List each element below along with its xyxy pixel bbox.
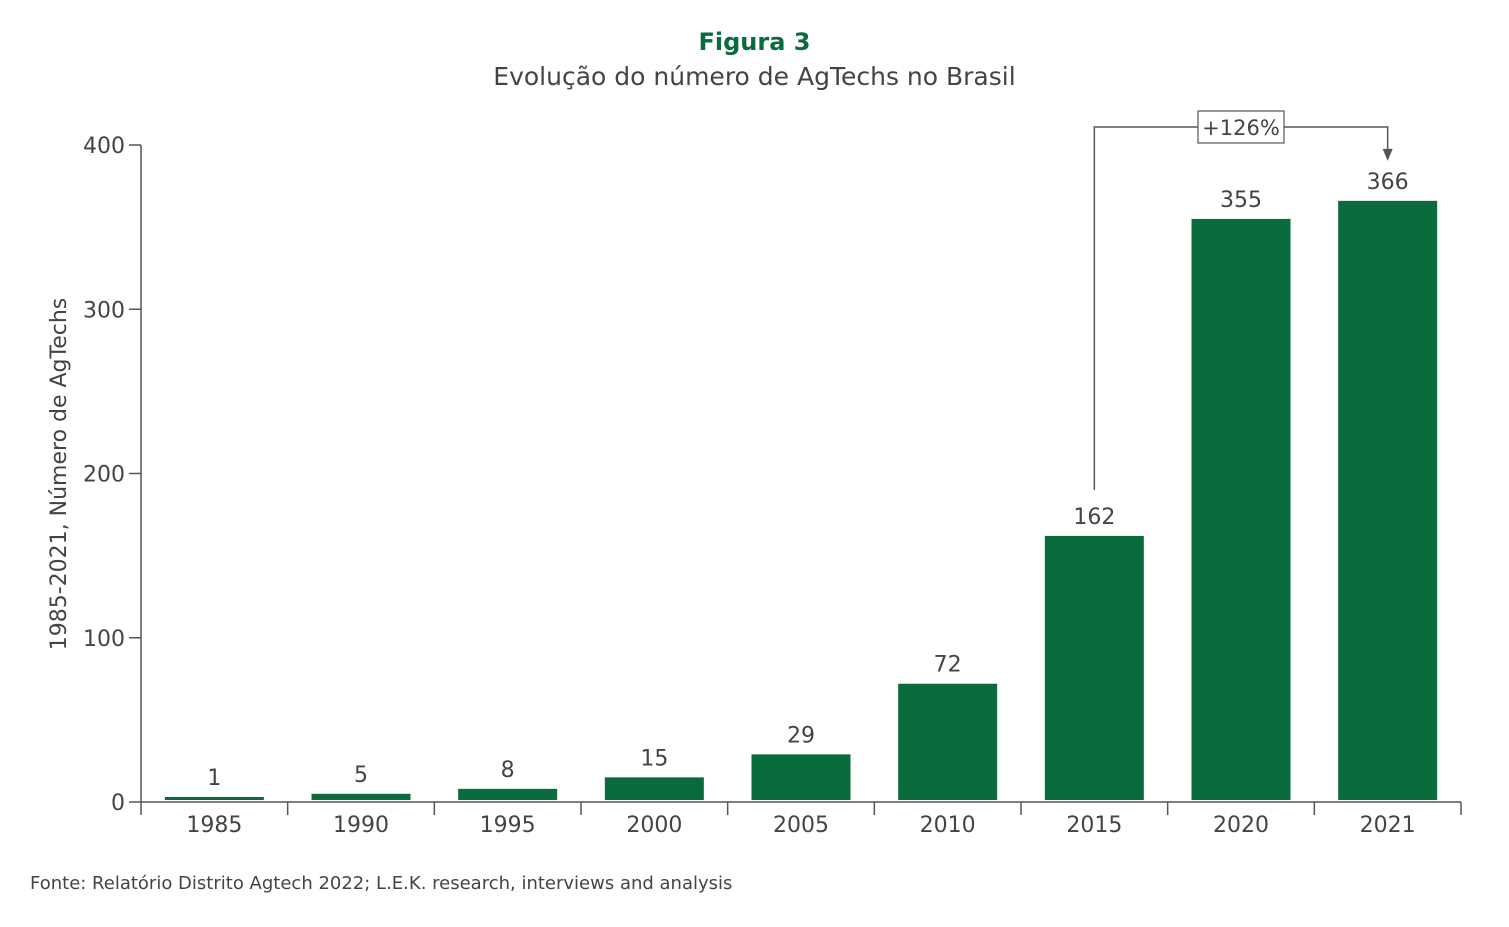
bar-2005 [751, 754, 851, 800]
x-tick-label: 1990 [333, 813, 389, 838]
y-tick-label: 100 [83, 627, 125, 652]
data-label-2000: 15 [640, 746, 668, 771]
x-tick-label: 2010 [920, 813, 976, 838]
y-tick-label: 400 [83, 134, 125, 159]
bar-2000 [604, 777, 704, 800]
data-label-1990: 5 [354, 763, 368, 788]
data-label-2015: 162 [1073, 505, 1115, 530]
y-tick-label: 0 [111, 791, 125, 816]
data-label-2021: 366 [1367, 170, 1409, 195]
growth-annotation: +126% [1093, 110, 1393, 490]
bar-2010 [898, 683, 998, 800]
bar-1985 [164, 797, 264, 800]
y-tick-label: 200 [83, 463, 125, 488]
data-label-2005: 29 [787, 723, 815, 748]
y-axis-label: 1985-2021, Número de AgTechs [47, 298, 72, 651]
source-note: Fonte: Relatório Distrito Agtech 2022; L… [30, 873, 733, 894]
x-tick-label: 2005 [773, 813, 829, 838]
chart-title: Evolução do número de AgTechs no Brasil [493, 62, 1016, 91]
x-tick-label: 2015 [1066, 813, 1122, 838]
x-tick-label: 1985 [186, 813, 242, 838]
data-label-2010: 72 [934, 653, 962, 678]
x-tick-label: 2021 [1360, 813, 1416, 838]
y-axis: 0 100 200 300 400 [83, 134, 142, 816]
data-label-1995: 8 [501, 758, 515, 783]
annotation-arrowhead [1382, 148, 1393, 161]
bar-2015 [1044, 535, 1144, 800]
bar-2021 [1338, 200, 1438, 801]
bar-2020 [1191, 218, 1291, 801]
data-label-1985: 1 [207, 766, 221, 791]
x-tick-label: 2020 [1213, 813, 1269, 838]
x-tick-label: 2000 [626, 813, 682, 838]
bar-1990 [311, 793, 411, 800]
bar-chart: 0 100 200 300 400 1985 1990 1995 2000 2005 2010 20… [47, 110, 1462, 838]
data-label-2020: 355 [1220, 188, 1262, 213]
annotation-box [1197, 110, 1285, 144]
y-tick-label: 300 [83, 298, 125, 323]
annotation-label: +126% [1202, 116, 1280, 140]
x-axis: 1985 1990 1995 2000 2005 2010 2015 2020 2021 [140, 801, 1462, 838]
bar-1995 [458, 788, 558, 800]
bars [164, 200, 1438, 801]
x-tick-label: 1995 [480, 813, 536, 838]
figure-label: Figura 3 [698, 28, 811, 56]
